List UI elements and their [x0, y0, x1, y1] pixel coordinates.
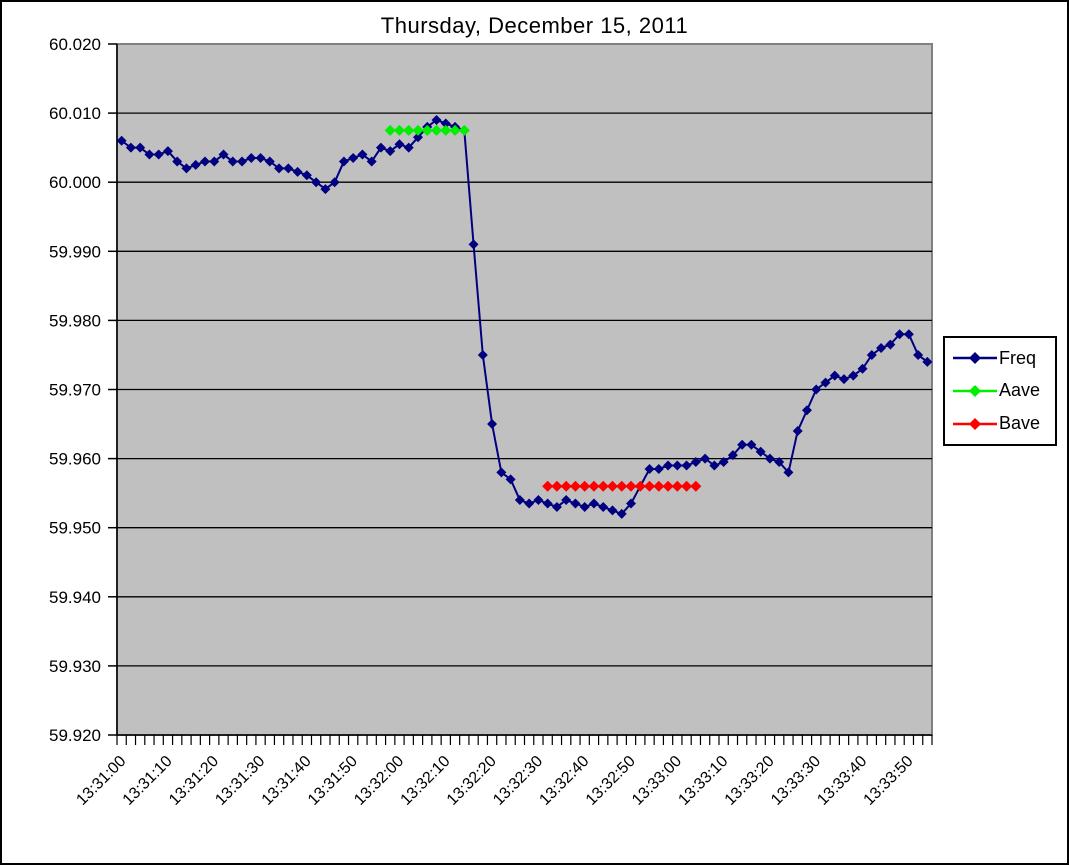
legend: Freq Aave Bave — [943, 336, 1057, 446]
bave-series-markers — [542, 480, 702, 492]
x-tick-label: 13:32:30 — [490, 753, 546, 809]
y-tick-label: 60.020 — [49, 35, 101, 54]
legend-entry-bave: Bave — [952, 413, 1053, 434]
x-tick-label: 13:33:30 — [768, 753, 824, 809]
x-tick-label: 13:32:40 — [536, 753, 592, 809]
x-tick-label: 13:31:30 — [212, 753, 268, 809]
y-tick-label: 59.920 — [49, 726, 101, 745]
y-tick-label: 59.970 — [49, 381, 101, 400]
x-tick-label: 13:33:40 — [814, 753, 870, 809]
y-tick-label: 59.940 — [49, 588, 101, 607]
legend-entry-aave: Aave — [952, 380, 1053, 401]
legend-label: Bave — [999, 413, 1041, 434]
legend-marker-bave-icon — [953, 417, 997, 430]
x-tick-label: 13:31:20 — [166, 753, 222, 809]
x-tick-label: 13:33:50 — [861, 753, 917, 809]
x-tick-label: 13:33:10 — [675, 753, 731, 809]
y-tick-label: 60.000 — [49, 173, 101, 192]
legend-marker-aave-icon — [953, 384, 997, 397]
y-tick-label: 60.010 — [49, 104, 101, 123]
y-tick-label: 59.950 — [49, 519, 101, 538]
legend-marker-freq-icon — [953, 352, 997, 365]
x-tick-label: 13:33:20 — [722, 753, 778, 809]
y-tick-label: 59.980 — [49, 311, 101, 330]
x-tick-label: 13:31:50 — [305, 753, 361, 809]
x-tick-label: 13:31:00 — [73, 753, 129, 809]
aave-series-markers — [384, 124, 470, 136]
legend-entry-freq: Freq — [952, 348, 1053, 369]
x-tick-label: 13:32:20 — [444, 753, 500, 809]
x-tick-label: 13:33:00 — [629, 753, 685, 809]
chart-title: Thursday, December 15, 2011 — [380, 13, 689, 38]
x-tick-label: 13:31:10 — [120, 753, 176, 809]
x-tick-label: 13:32:10 — [398, 753, 454, 809]
legend-label: Freq — [999, 347, 1037, 368]
y-tick-label: 59.960 — [49, 450, 101, 469]
y-tick-label: 59.930 — [49, 657, 101, 676]
legend-label: Aave — [999, 380, 1041, 401]
x-tick-label: 13:31:40 — [259, 753, 315, 809]
x-tick-label: 13:32:50 — [583, 753, 639, 809]
x-tick-label: 13:32:00 — [351, 753, 407, 809]
y-tick-label: 59.990 — [49, 242, 101, 261]
